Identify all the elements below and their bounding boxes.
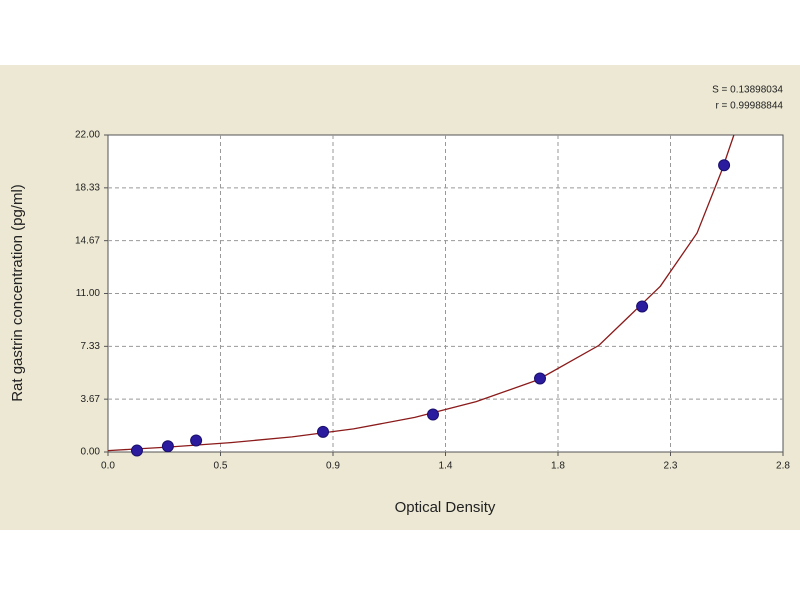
x-axis-title: Optical Density (395, 499, 496, 516)
data-point (426, 408, 439, 421)
y-tick-label: 11.00 (76, 288, 101, 299)
y-tick-label: 18.33 (75, 182, 100, 193)
y-tick-label: 7.33 (81, 341, 101, 352)
x-tick-label: 1.4 (439, 461, 453, 472)
data-point (190, 434, 203, 447)
y-tick-label: 3.67 (81, 394, 101, 405)
data-point (161, 440, 174, 453)
data-point (636, 300, 649, 313)
data-point (317, 425, 330, 438)
x-tick-label: 0.9 (326, 461, 340, 472)
x-tick-label: 0.0 (101, 461, 115, 472)
data-point (718, 159, 731, 172)
annotation: r = 0.99988844 (715, 101, 783, 112)
data-point (130, 444, 143, 457)
x-tick-label: 2.3 (664, 461, 678, 472)
x-tick-label: 1.8 (551, 461, 565, 472)
fit-curve (107, 134, 735, 452)
annotation: S = 0.13898034 (712, 85, 783, 96)
y-axis-title: Rat gastrin concentration (pg/ml) (9, 184, 26, 402)
x-tick-label: 0.5 (214, 461, 228, 472)
data-point (534, 372, 546, 385)
y-tick-label: 14.67 (75, 235, 100, 246)
x-tick-label: 2.8 (776, 461, 790, 472)
y-tick-label: 22.00 (75, 130, 100, 141)
y-tick-label: 0.00 (81, 447, 101, 458)
